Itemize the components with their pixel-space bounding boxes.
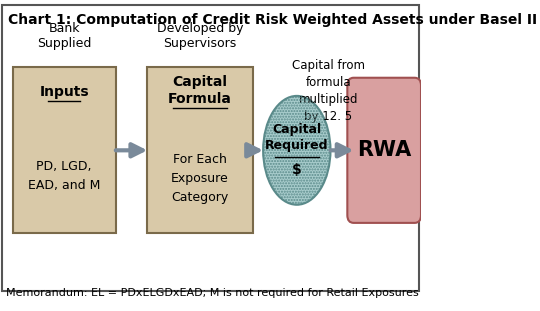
Text: Capital from
formula
multiplied
by 12. 5: Capital from formula multiplied by 12. 5 <box>292 59 365 123</box>
Ellipse shape <box>263 96 330 205</box>
Text: For Each
Exposure
Category: For Each Exposure Category <box>171 153 229 204</box>
FancyBboxPatch shape <box>147 67 253 233</box>
Text: Inputs: Inputs <box>39 85 89 99</box>
Text: PD, LGD,
EAD, and M: PD, LGD, EAD, and M <box>28 160 100 192</box>
Text: Capital
Formula: Capital Formula <box>168 75 232 106</box>
Text: Bank
Supplied: Bank Supplied <box>37 22 91 50</box>
Text: RWA: RWA <box>357 140 411 160</box>
Text: Developed by
Supervisors: Developed by Supervisors <box>157 22 243 50</box>
FancyBboxPatch shape <box>12 67 116 233</box>
Text: $: $ <box>292 163 302 177</box>
Text: Memorandum: EL = PDxELGDxEAD; M is not required for Retail Exposures: Memorandum: EL = PDxELGDxEAD; M is not r… <box>6 288 419 298</box>
Text: Chart 1: Computation of Credit Risk Weighted Assets under Basel II: Chart 1: Computation of Credit Risk Weig… <box>9 13 537 27</box>
FancyBboxPatch shape <box>347 78 421 223</box>
Text: Capital
Required: Capital Required <box>265 123 328 152</box>
